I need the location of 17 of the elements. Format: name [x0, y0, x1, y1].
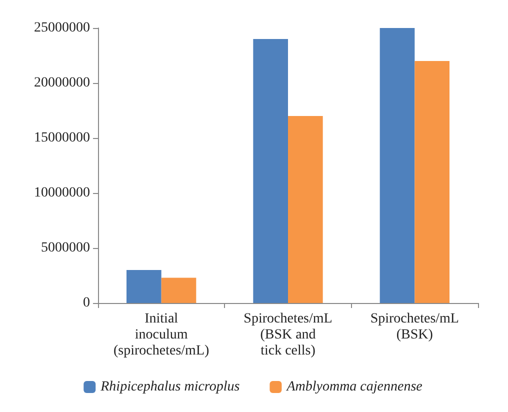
x-tick-label: Initial inoculum (spirochetes/mL)	[114, 312, 210, 358]
y-tick-label: 5000000	[41, 240, 90, 256]
y-tick-label: 20000000	[34, 76, 90, 90]
y-tick-label: 15000000	[34, 130, 90, 146]
y-tick-label: 25000000	[34, 20, 90, 36]
legend-label: Rhipicephalus microplus	[100, 380, 240, 394]
x-tick-label: Spirochetes/mL (BSK)	[370, 312, 459, 342]
y-tick-label: 10000000	[34, 186, 90, 200]
bar	[126, 270, 162, 303]
bar	[161, 278, 196, 303]
legend-label: Amblyomma cajennense	[286, 380, 422, 394]
bar	[414, 61, 450, 303]
bar	[253, 39, 288, 303]
bar	[288, 116, 323, 303]
bar	[380, 28, 415, 303]
y-tick-label: 0	[83, 296, 90, 310]
x-tick-label: Spirochetes/mL (BSK and tick cells)	[244, 312, 332, 358]
